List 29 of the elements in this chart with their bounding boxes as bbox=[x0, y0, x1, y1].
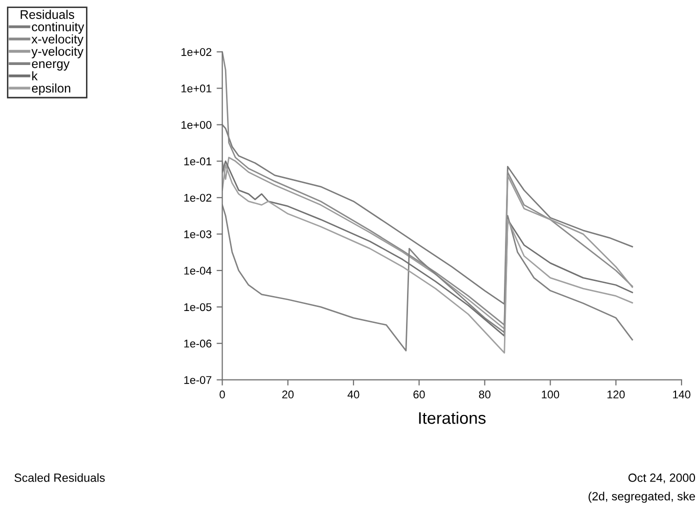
y-tick-label: 1e-04 bbox=[184, 266, 212, 275]
legend-label: x-velocity bbox=[32, 34, 84, 46]
legend-title: Residuals bbox=[20, 10, 74, 19]
y-tick-label: 1e-03 bbox=[184, 230, 212, 238]
y-tick-label: 1e-05 bbox=[184, 303, 212, 312]
x-tick-label: 80 bbox=[479, 390, 490, 398]
x-tick-label: 20 bbox=[282, 390, 294, 398]
y-tick-label: 1e+01 bbox=[182, 84, 212, 92]
x-tick-label: 60 bbox=[413, 390, 425, 398]
text: (2d, segregated, ske bbox=[588, 492, 695, 503]
text: Oct 24, 2000 bbox=[628, 474, 696, 484]
y-tick-label: 1e-06 bbox=[184, 340, 212, 348]
x-tick-label: 140 bbox=[673, 390, 690, 398]
legend-label: k bbox=[32, 71, 38, 80]
legend-label: epsilon bbox=[32, 83, 70, 96]
legend-label: y-velocity bbox=[31, 46, 84, 58]
x-tick-label: 40 bbox=[348, 390, 360, 398]
y-tick-label: 1e-07 bbox=[184, 376, 212, 384]
x-tick-label: 100 bbox=[542, 390, 560, 398]
y-tick-label: 1e+02 bbox=[182, 48, 212, 56]
legend-label: energy bbox=[32, 61, 70, 71]
x-tick-label: 120 bbox=[608, 390, 625, 398]
y-tick-label: 1e-01 bbox=[184, 157, 212, 166]
text: Scaled Residuals bbox=[14, 473, 105, 482]
legend-label: continuity bbox=[32, 22, 84, 34]
y-tick-label: 1e+00 bbox=[182, 120, 212, 129]
x-tick-label: 0 bbox=[220, 390, 225, 398]
y-tick-label: 1e-02 bbox=[184, 194, 212, 202]
x-axis-title: Iterations bbox=[419, 412, 486, 424]
